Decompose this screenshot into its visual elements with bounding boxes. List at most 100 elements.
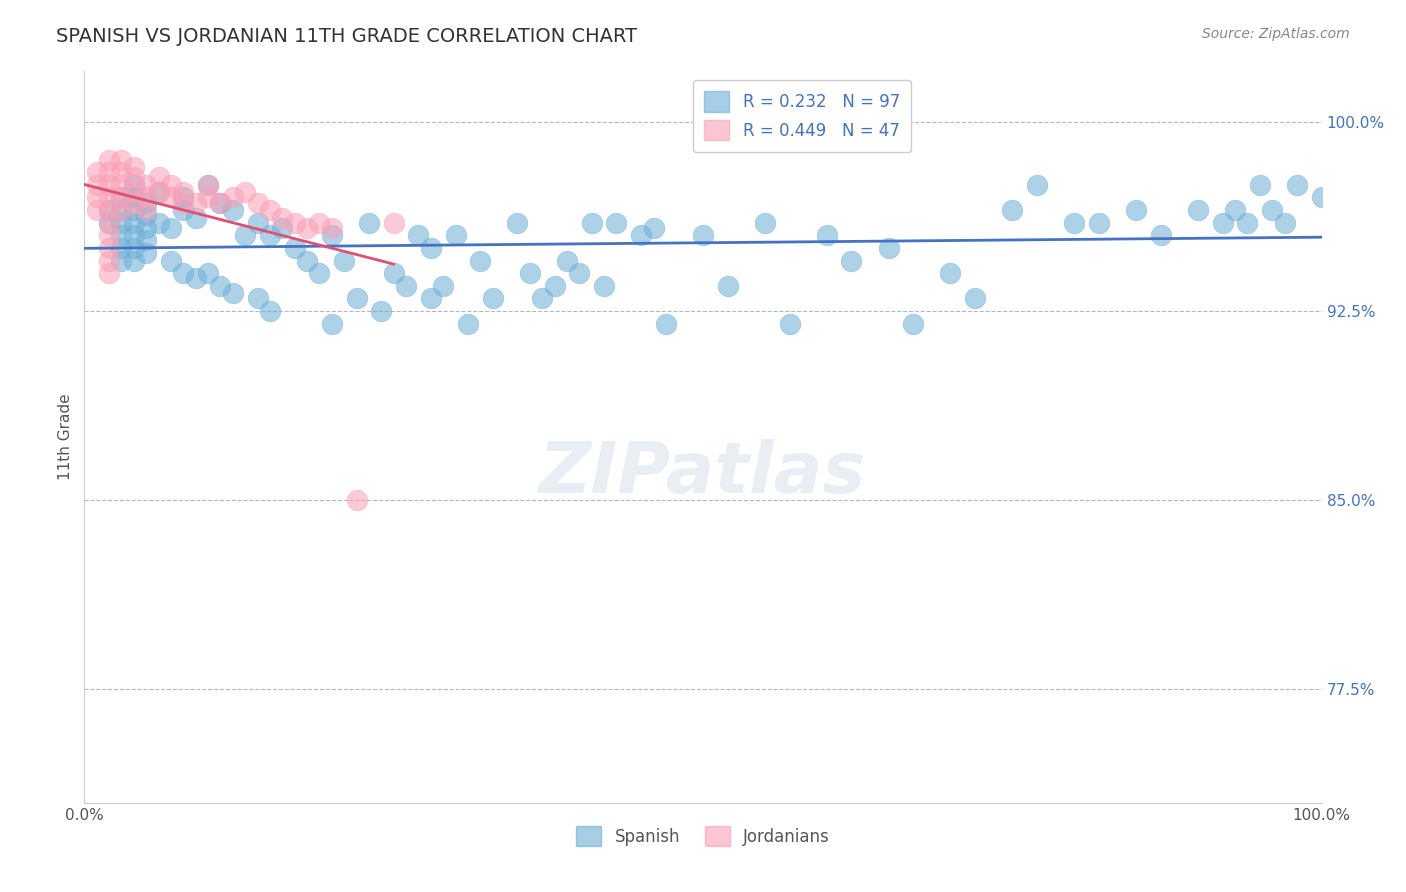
Point xyxy=(1001,203,1024,218)
Point xyxy=(122,216,145,230)
Point xyxy=(470,253,492,268)
Point xyxy=(259,228,281,243)
Point xyxy=(357,216,380,230)
Point xyxy=(506,216,529,230)
Point xyxy=(519,266,541,280)
Point xyxy=(630,228,652,243)
Point xyxy=(1310,190,1333,204)
Point xyxy=(965,291,987,305)
Point xyxy=(555,253,578,268)
Point xyxy=(148,170,170,185)
Point xyxy=(135,220,157,235)
Point xyxy=(98,216,121,230)
Point xyxy=(148,216,170,230)
Point xyxy=(135,195,157,210)
Point xyxy=(197,266,219,280)
Point xyxy=(98,165,121,179)
Point xyxy=(98,216,121,230)
Point xyxy=(259,203,281,218)
Point xyxy=(197,190,219,204)
Point xyxy=(98,178,121,192)
Point xyxy=(233,186,256,200)
Point xyxy=(184,271,207,285)
Point xyxy=(172,203,194,218)
Point xyxy=(1150,228,1173,243)
Point xyxy=(284,241,307,255)
Point xyxy=(98,266,121,280)
Point xyxy=(222,203,245,218)
Point xyxy=(98,203,121,218)
Point xyxy=(110,165,132,179)
Point xyxy=(172,190,194,204)
Point xyxy=(86,203,108,218)
Point xyxy=(408,228,430,243)
Point xyxy=(568,266,591,280)
Point xyxy=(110,216,132,230)
Point xyxy=(284,216,307,230)
Point xyxy=(122,253,145,268)
Point xyxy=(457,317,479,331)
Point xyxy=(1236,216,1258,230)
Point xyxy=(370,304,392,318)
Point xyxy=(815,228,838,243)
Point xyxy=(295,253,318,268)
Point xyxy=(122,203,145,218)
Point xyxy=(122,170,145,185)
Point xyxy=(122,160,145,174)
Point xyxy=(531,291,554,305)
Point xyxy=(110,203,132,218)
Point xyxy=(172,266,194,280)
Point xyxy=(1125,203,1147,218)
Point xyxy=(160,220,183,235)
Point xyxy=(184,195,207,210)
Point xyxy=(593,278,616,293)
Point xyxy=(1187,203,1209,218)
Point xyxy=(246,291,269,305)
Point xyxy=(197,178,219,192)
Point xyxy=(98,241,121,255)
Point xyxy=(346,291,368,305)
Point xyxy=(1088,216,1111,230)
Point xyxy=(779,317,801,331)
Point xyxy=(172,186,194,200)
Point xyxy=(135,233,157,247)
Point xyxy=(86,190,108,204)
Point xyxy=(209,195,232,210)
Point xyxy=(1261,203,1284,218)
Point xyxy=(110,228,132,243)
Point xyxy=(135,190,157,204)
Point xyxy=(1063,216,1085,230)
Point xyxy=(110,190,132,204)
Point xyxy=(160,178,183,192)
Point xyxy=(246,216,269,230)
Point xyxy=(271,211,294,225)
Point xyxy=(98,203,121,218)
Point xyxy=(308,266,330,280)
Point xyxy=(110,178,132,192)
Point xyxy=(122,195,145,210)
Point xyxy=(110,203,132,218)
Point xyxy=(321,228,343,243)
Point xyxy=(184,211,207,225)
Point xyxy=(581,216,603,230)
Point xyxy=(209,195,232,210)
Legend: Spanish, Jordanians: Spanish, Jordanians xyxy=(569,820,837,853)
Point xyxy=(122,228,145,243)
Point xyxy=(222,190,245,204)
Text: ZIPatlas: ZIPatlas xyxy=(540,439,866,508)
Point xyxy=(135,246,157,260)
Point xyxy=(321,220,343,235)
Point xyxy=(717,278,740,293)
Point xyxy=(903,317,925,331)
Point xyxy=(1285,178,1308,192)
Point xyxy=(1026,178,1049,192)
Point xyxy=(481,291,503,305)
Point xyxy=(110,253,132,268)
Point xyxy=(197,178,219,192)
Point xyxy=(1223,203,1246,218)
Point xyxy=(444,228,467,243)
Point xyxy=(605,216,627,230)
Point xyxy=(419,291,441,305)
Point xyxy=(1274,216,1296,230)
Point xyxy=(209,278,232,293)
